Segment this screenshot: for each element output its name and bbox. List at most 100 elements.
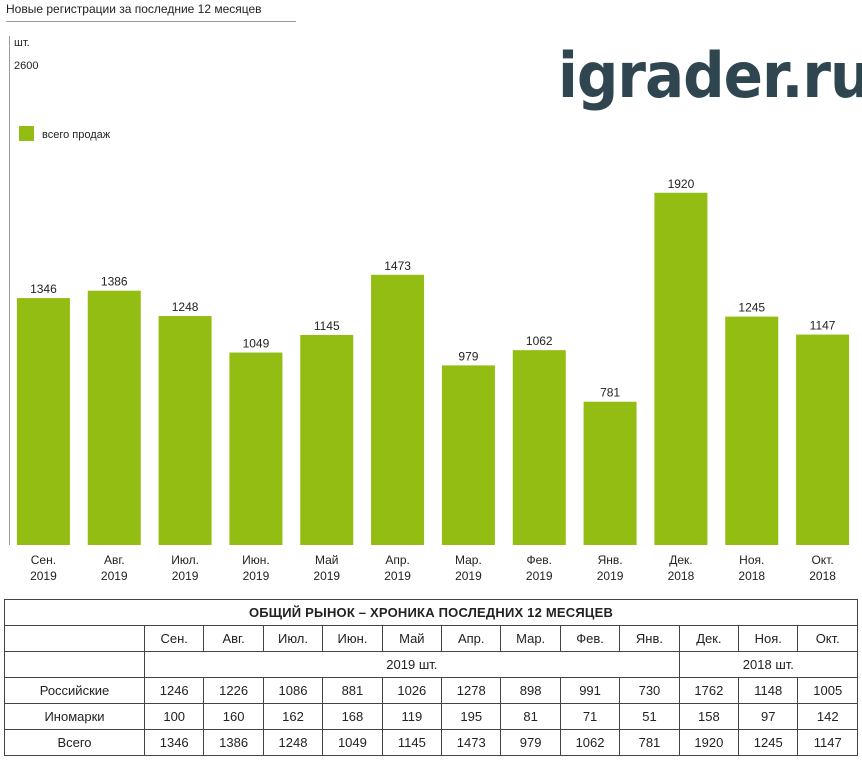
- table-row: Иномарки 100 160 162 168 119 195 81 71 51 158 97 142: [4, 703, 858, 730]
- bar: [87, 290, 141, 545]
- month-header: Сен.: [143, 625, 205, 652]
- bar: [16, 298, 70, 545]
- watermark-logo: igrader.ru: [558, 38, 862, 113]
- data-label: 1346: [30, 282, 57, 296]
- table-cell: 1346: [143, 729, 205, 756]
- x-tick-label-month: Окт.: [811, 553, 833, 567]
- table-cell: 1049: [322, 729, 383, 756]
- month-header: Янв.: [619, 625, 680, 652]
- table-cell: 1226: [203, 677, 264, 704]
- table-cell: 162: [262, 703, 324, 730]
- table-cell: 1920: [678, 729, 740, 756]
- table-cell: 1148: [738, 677, 799, 704]
- x-tick-label-year: 2019: [101, 569, 128, 583]
- table-cell: 1086: [262, 677, 324, 704]
- bar: [371, 274, 425, 545]
- bar: [229, 352, 283, 545]
- year-2018-header: 2018 шт.: [678, 651, 859, 678]
- table-cell: 142: [797, 703, 858, 730]
- table-cell: 979: [500, 729, 561, 756]
- bar: [512, 350, 566, 545]
- x-tick-label-year: 2019: [172, 569, 199, 583]
- table-cell: 1278: [441, 677, 502, 704]
- table-title: ОБЩИЙ РЫНОК – ХРОНИКА ПОСЛЕДНИХ 12 МЕСЯЦ…: [4, 599, 858, 626]
- table-cell: 119: [381, 703, 443, 730]
- table-cell: 730: [619, 677, 680, 704]
- row-label: Российские: [4, 677, 145, 704]
- legend-label: всего продаж: [42, 129, 111, 141]
- x-tick-label-year: 2018: [809, 569, 836, 583]
- table-cell: 1147: [797, 729, 858, 756]
- market-history-table: ОБЩИЙ РЫНОК – ХРОНИКА ПОСЛЕДНИХ 12 МЕСЯЦ…: [4, 599, 859, 756]
- data-label: 1386: [101, 275, 128, 289]
- data-label: 1245: [738, 301, 765, 315]
- table-cell: 881: [322, 677, 383, 704]
- x-tick-label-month: Мар.: [455, 553, 482, 567]
- x-tick-label-month: Май: [315, 553, 339, 567]
- month-header: Апр.: [441, 625, 502, 652]
- row-label: Всего: [4, 729, 145, 756]
- x-tick-label-month: Сен.: [31, 553, 56, 567]
- x-tick-label-month: Июл.: [171, 553, 199, 567]
- x-tick-label-year: 2019: [313, 569, 340, 583]
- table-cell: 1248: [262, 729, 324, 756]
- data-label: 1920: [668, 177, 695, 191]
- data-label: 781: [600, 386, 620, 400]
- table-cell: 51: [619, 703, 680, 730]
- table-cell: 158: [678, 703, 740, 730]
- x-tick-label-year: 2019: [30, 569, 57, 583]
- month-header: Май: [381, 625, 443, 652]
- x-tick-label-month: Фев.: [526, 553, 552, 567]
- x-tick-label-month: Дек.: [669, 553, 692, 567]
- bar: [583, 401, 637, 545]
- month-header: Фев.: [559, 625, 621, 652]
- table-cell: 781: [619, 729, 680, 756]
- table-corner-cell: [4, 625, 145, 652]
- table-cell: 1145: [381, 729, 443, 756]
- x-tick-label-year: 2019: [455, 569, 482, 583]
- x-tick-label-year: 2019: [526, 569, 553, 583]
- table-cell: 1473: [441, 729, 502, 756]
- table-cell: 160: [203, 703, 264, 730]
- table-row: Всего 1346 1386 1248 1049 1145 1473 979 1062 781 1…: [4, 729, 858, 756]
- table-cell: 1245: [738, 729, 799, 756]
- year-2019-header: 2019 шт.: [144, 651, 680, 678]
- month-header: Июн.: [322, 625, 383, 652]
- data-label: 1473: [384, 259, 411, 273]
- table-cell: 97: [738, 703, 799, 730]
- bar: [441, 365, 495, 545]
- table-cell: 1762: [678, 677, 740, 704]
- data-label: 1062: [526, 334, 553, 348]
- month-header: Ноя.: [738, 625, 799, 652]
- table-cell: 168: [322, 703, 383, 730]
- row-label: Иномарки: [4, 703, 145, 730]
- table-cell: 898: [500, 677, 561, 704]
- x-tick-label-year: 2019: [597, 569, 624, 583]
- legend-swatch: [19, 126, 34, 141]
- table-cell: 991: [559, 677, 621, 704]
- month-header: Мар.: [500, 625, 561, 652]
- table-corner-cell: [4, 651, 145, 678]
- month-header: Июл.: [262, 625, 324, 652]
- page-title: Новые регистрации за последние 12 месяце…: [6, 2, 262, 16]
- table-cell: 100: [143, 703, 205, 730]
- table-cell: 81: [500, 703, 561, 730]
- bar: [796, 334, 850, 545]
- data-label: 1145: [314, 319, 340, 333]
- table-cell: 1062: [559, 729, 621, 756]
- data-label: 1248: [172, 300, 199, 314]
- x-tick-label-year: 2018: [738, 569, 765, 583]
- y-axis-max-label: 2600: [14, 60, 38, 72]
- y-axis-unit-label: шт.: [14, 37, 30, 49]
- x-tick-label-year: 2019: [384, 569, 411, 583]
- x-tick-label-month: Авг.: [104, 553, 125, 567]
- month-header: Дек.: [678, 625, 740, 652]
- bar: [158, 316, 212, 545]
- x-tick-label-month: Янв.: [598, 553, 623, 567]
- x-tick-label-year: 2019: [243, 569, 270, 583]
- table-cell: 1246: [143, 677, 205, 704]
- x-tick-label-month: Ноя.: [739, 553, 764, 567]
- bar: [725, 316, 779, 545]
- data-label: 1147: [810, 319, 836, 333]
- table-cell: 71: [559, 703, 621, 730]
